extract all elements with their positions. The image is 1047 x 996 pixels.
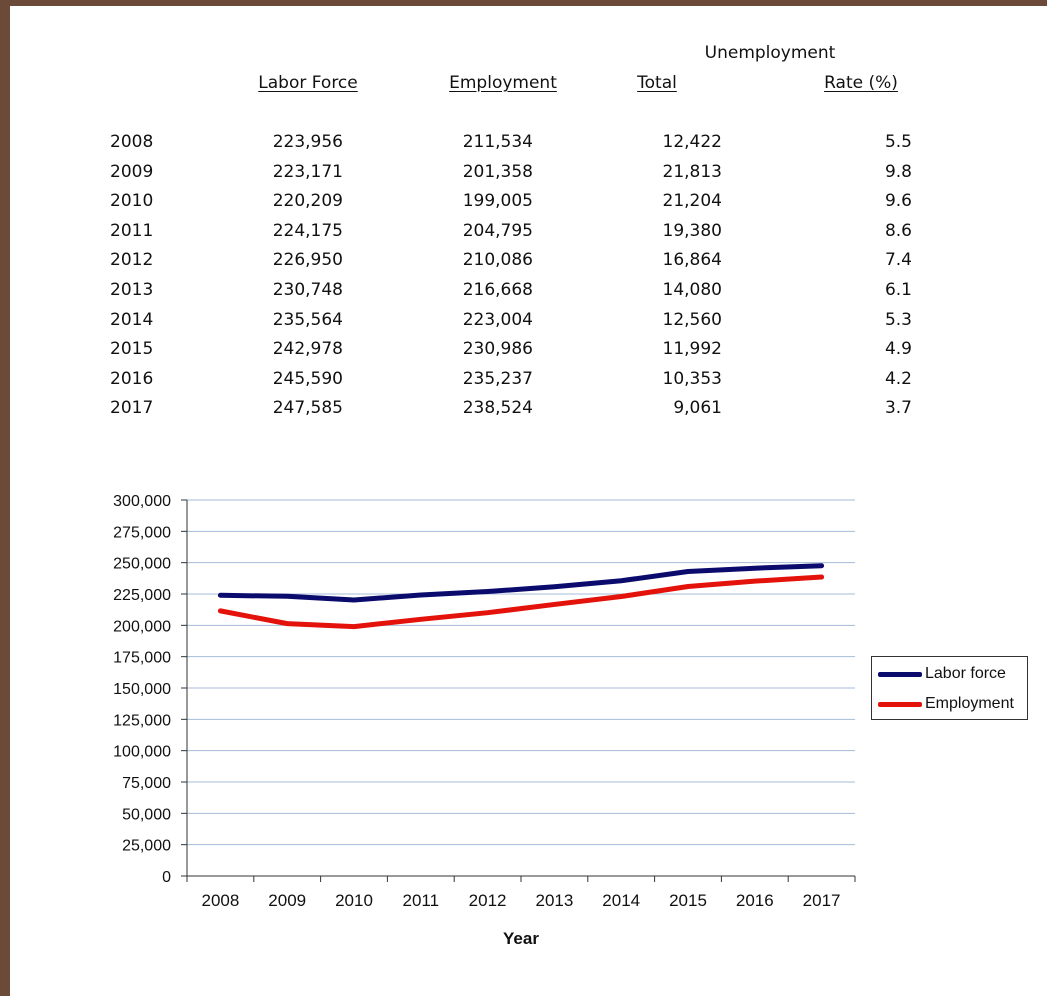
table-cell-labor-force: 242,978 bbox=[272, 339, 343, 360]
table-cell-employment: 201,358 bbox=[462, 161, 533, 182]
legend-swatch-labor-force bbox=[878, 671, 922, 677]
y-tick-label: 175,000 bbox=[113, 650, 171, 667]
table-cell-year: 2010 bbox=[110, 191, 154, 212]
table-cell-employment: 223,004 bbox=[462, 309, 533, 330]
legend-label-employment: Employment bbox=[925, 695, 1014, 712]
y-tick-label: 75,000 bbox=[122, 775, 171, 792]
y-tick-label: 275,000 bbox=[113, 524, 171, 541]
x-tick-label: 2011 bbox=[403, 891, 440, 910]
table-cell-labor-force: 235,564 bbox=[272, 309, 343, 330]
series-line-employment bbox=[217, 574, 825, 630]
x-tick-label: 2014 bbox=[602, 891, 640, 910]
table-cell-labor-force: 223,171 bbox=[272, 161, 343, 182]
table-cell-year: 2011 bbox=[110, 220, 154, 241]
header-labor-force: Labor Force bbox=[258, 73, 358, 93]
table-cell-year: 2017 bbox=[110, 398, 154, 419]
table-cell-rate: 6.1 bbox=[884, 280, 912, 300]
table-cell-total: 14,080 bbox=[662, 280, 722, 300]
chart-legend: Labor force Employment bbox=[871, 656, 1028, 720]
table-cell-labor-force: 224,175 bbox=[272, 220, 343, 241]
table-cell-rate: 4.9 bbox=[884, 339, 912, 360]
legend-item-employment: Employment bbox=[878, 694, 1014, 714]
x-tick-label: 2015 bbox=[669, 891, 707, 910]
table-cell-rate: 5.5 bbox=[884, 132, 912, 152]
x-tick-label: 2013 bbox=[535, 891, 573, 910]
table-cell-total: 12,422 bbox=[662, 132, 722, 152]
table-cell-rate: 9.6 bbox=[884, 191, 912, 212]
table-cell-labor-force: 226,950 bbox=[272, 250, 343, 271]
table-cell-labor-force: 223,956 bbox=[272, 132, 343, 152]
table-cell-labor-force: 230,748 bbox=[272, 280, 343, 300]
header-unemployment-total: Total bbox=[637, 73, 677, 93]
x-tick-label: 2009 bbox=[268, 891, 306, 910]
x-tick-label: 2017 bbox=[803, 891, 841, 910]
table-cell-year: 2016 bbox=[110, 368, 154, 389]
legend-item-labor-force: Labor force bbox=[878, 664, 1006, 684]
y-tick-label: 125,000 bbox=[113, 712, 171, 729]
header-unemployment-rate: Rate (%) bbox=[824, 73, 898, 93]
y-tick-label: 150,000 bbox=[113, 681, 171, 698]
x-tick-label: 2016 bbox=[736, 891, 774, 910]
table-cell-employment: 230,986 bbox=[462, 339, 533, 360]
table-cell-total: 9,061 bbox=[673, 398, 722, 419]
table-cell-employment: 235,237 bbox=[462, 368, 533, 389]
header-employment: Employment bbox=[449, 73, 557, 93]
table-cell-rate: 8.6 bbox=[884, 220, 912, 241]
y-tick-label: 0 bbox=[162, 869, 171, 886]
table-cell-year: 2008 bbox=[110, 132, 154, 152]
x-tick-label: 2010 bbox=[335, 891, 373, 910]
table-cell-total: 21,204 bbox=[662, 191, 722, 212]
y-tick-label: 25,000 bbox=[122, 838, 171, 855]
y-tick-label: 100,000 bbox=[113, 744, 171, 761]
table-cell-employment: 204,795 bbox=[462, 220, 533, 241]
y-tick-label: 200,000 bbox=[113, 618, 171, 635]
table-cell-total: 10,353 bbox=[662, 368, 722, 389]
table-cell-rate: 3.7 bbox=[884, 398, 912, 419]
table-cell-year: 2009 bbox=[110, 161, 154, 182]
table-cell-year: 2012 bbox=[110, 250, 154, 271]
y-tick-label: 300,000 bbox=[113, 493, 171, 510]
x-tick-label: 2008 bbox=[201, 891, 239, 910]
table-cell-employment: 210,086 bbox=[462, 250, 533, 271]
table-cell-rate: 4.2 bbox=[884, 368, 912, 389]
table-cell-year: 2015 bbox=[110, 339, 154, 360]
table-cell-total: 16,864 bbox=[662, 250, 722, 271]
legend-label-labor-force: Labor force bbox=[925, 665, 1006, 682]
table-cell-total: 12,560 bbox=[662, 309, 722, 330]
table-cell-rate: 9.8 bbox=[884, 161, 912, 182]
x-axis-title: Year bbox=[503, 929, 539, 948]
table-cell-rate: 5.3 bbox=[884, 309, 912, 330]
table-cell-year: 2014 bbox=[110, 309, 154, 330]
table-cell-total: 19,380 bbox=[662, 220, 722, 241]
table-cell-employment: 211,534 bbox=[462, 132, 533, 152]
series-line-labor-force bbox=[217, 563, 825, 603]
table-cell-labor-force: 220,209 bbox=[272, 191, 343, 212]
table-cell-employment: 238,524 bbox=[462, 398, 533, 419]
table-cell-total: 11,992 bbox=[662, 339, 722, 360]
x-tick-label: 2012 bbox=[469, 891, 507, 910]
y-tick-label: 50,000 bbox=[122, 806, 171, 823]
table-cell-employment: 216,668 bbox=[462, 280, 533, 300]
table-cell-total: 21,813 bbox=[662, 161, 722, 182]
header-unemployment-group: Unemployment bbox=[704, 43, 836, 63]
y-tick-label: 250,000 bbox=[113, 556, 171, 573]
legend-swatch-employment bbox=[878, 701, 922, 707]
y-tick-label: 225,000 bbox=[113, 587, 171, 604]
table-cell-employment: 199,005 bbox=[462, 191, 533, 212]
table-cell-year: 2013 bbox=[110, 280, 154, 300]
table-cell-rate: 7.4 bbox=[884, 250, 912, 271]
table-cell-labor-force: 245,590 bbox=[272, 368, 343, 389]
table-cell-labor-force: 247,585 bbox=[272, 398, 343, 419]
